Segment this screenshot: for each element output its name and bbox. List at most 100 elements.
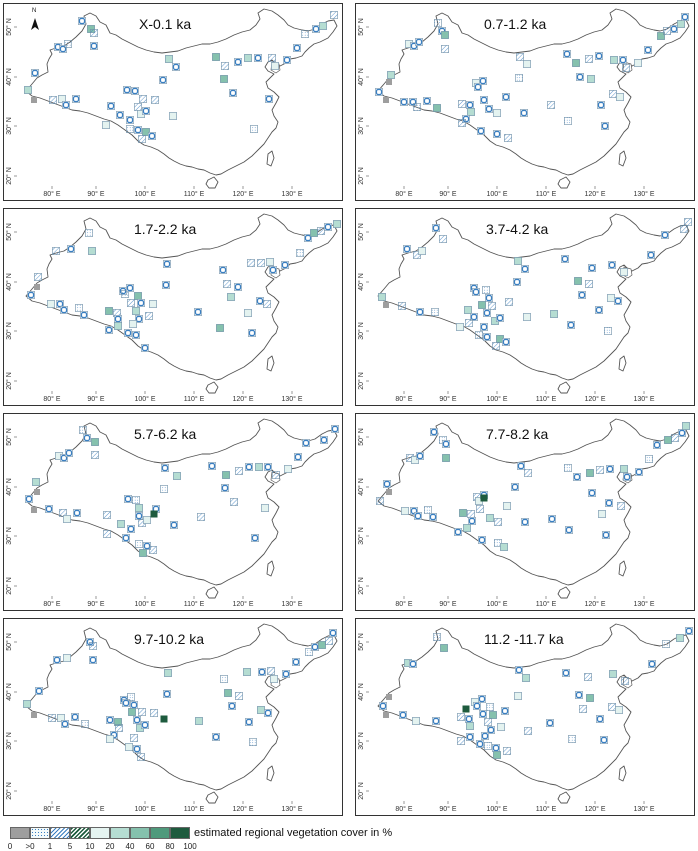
site-marker — [470, 313, 478, 321]
hainan-outline — [205, 381, 219, 394]
site-marker — [492, 744, 500, 752]
site-marker — [496, 314, 504, 322]
site-marker — [647, 251, 655, 259]
lat-label: 50° N — [5, 18, 13, 36]
site-marker — [261, 504, 269, 512]
legend-swatch — [130, 827, 150, 839]
lon-label: 90° E — [439, 600, 457, 608]
site-marker — [478, 301, 486, 309]
site-marker — [60, 454, 68, 462]
site-marker — [663, 27, 671, 35]
site-marker — [194, 308, 202, 316]
site-marker — [604, 327, 612, 335]
site-marker-bare — [386, 79, 392, 85]
site-marker — [141, 721, 149, 729]
site-marker — [126, 284, 134, 292]
panel-title: 7.7-8.2 ka — [486, 426, 549, 442]
lon-label: 80° E — [43, 395, 61, 403]
site-marker — [504, 134, 512, 142]
site-marker — [333, 220, 341, 228]
site-marker — [49, 96, 57, 104]
site-marker — [122, 699, 130, 707]
lon-label: 120° E — [232, 805, 253, 813]
site-marker — [484, 718, 492, 726]
site-marker — [379, 702, 387, 710]
map-panel: 80° E 90° E 100° E 110° E 120° E 130° E 50° N 4… — [3, 413, 343, 611]
site-marker — [244, 54, 252, 62]
site-marker — [609, 90, 617, 98]
site-marker — [401, 507, 409, 515]
site-marker — [644, 46, 652, 54]
site-marker — [249, 738, 257, 746]
lon-label: 90° E — [87, 190, 105, 198]
site-marker — [480, 96, 488, 104]
site-marker — [601, 122, 609, 130]
site-marker — [463, 524, 471, 532]
site-marker — [145, 312, 153, 320]
site-marker — [515, 666, 523, 674]
site-marker — [324, 223, 332, 231]
site-marker — [472, 288, 480, 296]
site-marker — [222, 471, 230, 479]
site-marker — [223, 280, 231, 288]
site-marker — [127, 525, 135, 533]
lat-label: 20° N — [5, 167, 13, 185]
site-marker — [229, 89, 237, 97]
legend-swatch — [70, 827, 90, 839]
site-marker — [479, 710, 487, 718]
site-marker — [169, 112, 177, 120]
north-arrow-icon: N — [28, 8, 42, 32]
site-marker — [131, 87, 139, 95]
site-marker — [151, 96, 159, 104]
site-marker — [67, 245, 75, 253]
site-marker — [106, 716, 114, 724]
site-marker — [142, 107, 150, 115]
country-outline — [25, 418, 338, 586]
site-marker — [135, 504, 143, 512]
site-marker — [378, 293, 386, 301]
legend: 0 >0 1 5 10 20 40 60 80 100 estimated regional ve… — [0, 818, 698, 851]
taiwan-outline — [266, 150, 275, 167]
site-marker — [163, 690, 171, 698]
site-marker — [58, 95, 66, 103]
china-map: 80° E 90° E 100° E 110° E 120° E 130° E 50° N 4… — [357, 8, 690, 198]
site-marker — [478, 695, 486, 703]
lat-label: 20° N — [357, 577, 365, 595]
site-marker — [514, 257, 522, 265]
lon-label: 110° E — [184, 190, 205, 198]
site-marker — [83, 434, 91, 442]
lon-label: 100° E — [134, 190, 155, 198]
site-marker — [220, 675, 228, 683]
site-marker — [493, 751, 501, 759]
site-marker — [520, 109, 528, 117]
site-marker — [441, 31, 449, 39]
site-marker — [32, 478, 40, 486]
site-marker — [90, 42, 98, 50]
site-marker-bare — [31, 97, 37, 103]
site-marker — [128, 708, 136, 716]
country-outline — [377, 418, 690, 586]
site-marker — [457, 713, 465, 721]
site-marker — [317, 227, 325, 235]
site-marker — [89, 642, 97, 650]
site-marker — [587, 75, 595, 83]
site-marker-dense — [160, 715, 168, 723]
site-marker — [139, 549, 147, 557]
site-marker — [562, 669, 570, 677]
hainan-outline — [205, 791, 219, 804]
site-marker — [122, 534, 130, 542]
lon-label: 130° E — [281, 805, 302, 813]
site-marker — [410, 507, 418, 515]
site-marker — [57, 714, 65, 722]
site-marker — [121, 290, 129, 298]
site-marker — [564, 117, 572, 125]
site-marker — [282, 670, 290, 678]
site-marker — [81, 720, 89, 728]
site-marker — [477, 127, 485, 135]
site-marker — [607, 294, 615, 302]
map-panel: 80° E 90° E 100° E 110° E 120° E 130° E 50° N 4… — [3, 618, 343, 816]
site-marker — [248, 329, 256, 337]
map-panel: 80° E 90° E 100° E 110° E 120° E 130° E 50° N 4… — [3, 208, 343, 406]
lat-label: 20° N — [5, 372, 13, 390]
site-marker — [606, 465, 614, 473]
